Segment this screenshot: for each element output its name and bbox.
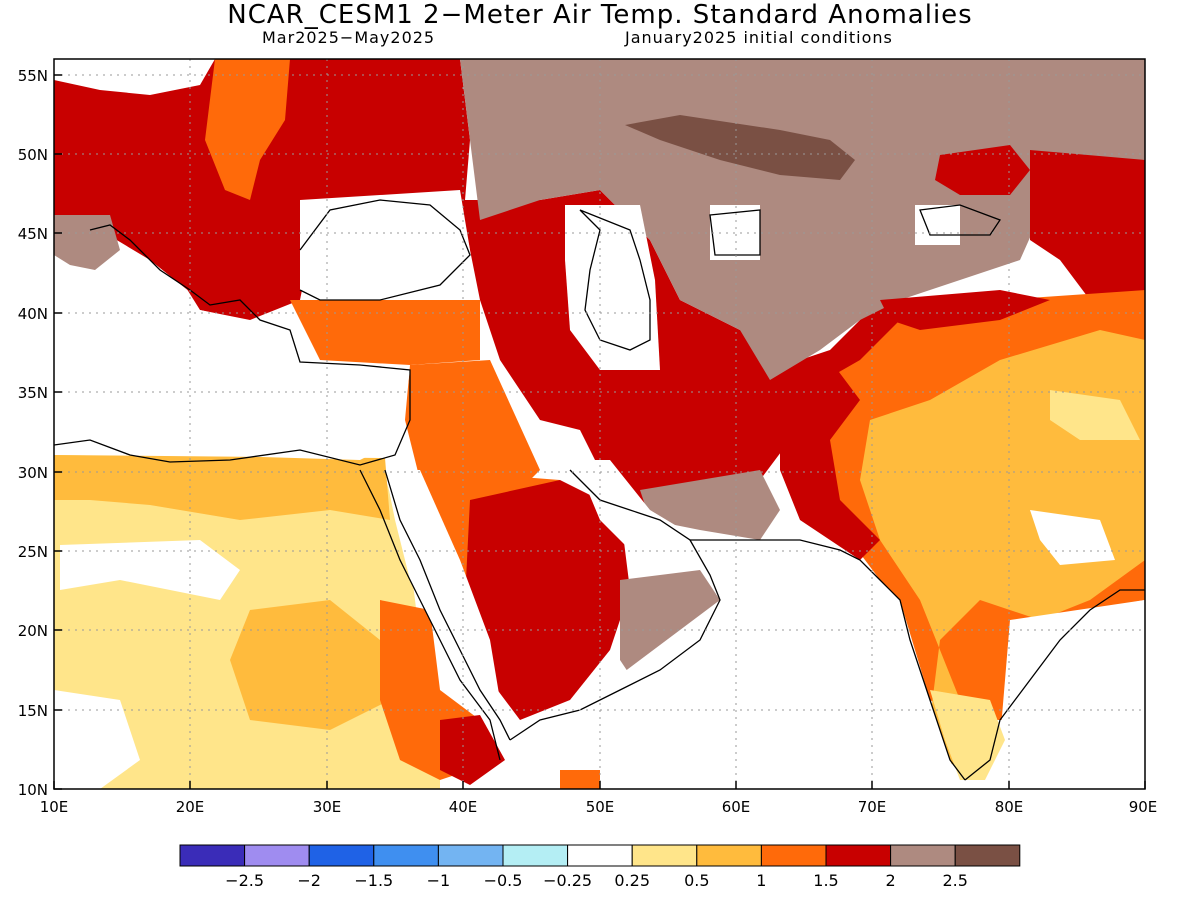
colorbar-swatch [954, 844, 1021, 867]
colorbar-swatch [437, 844, 504, 867]
anomaly-region-mediterranean-white [54, 290, 410, 460]
map-title: NCAR_CESM1 2−Meter Air Temp. Standard An… [227, 0, 973, 30]
x-tick-label: 70E [858, 798, 887, 816]
anomaly-region-gulf-brown [640, 470, 780, 540]
colorbar-swatch [244, 844, 310, 867]
colorbar-label: −2 [297, 871, 321, 890]
colorbar-swatch [567, 844, 633, 867]
anomaly-region-arabian-sea-white [560, 560, 960, 789]
anomaly-region-poland-orange [205, 59, 290, 200]
y-tick-label: 20N [18, 622, 48, 640]
anomaly-region-bengal-white [1030, 510, 1115, 565]
x-tick-label: 90E [1129, 798, 1158, 816]
y-tick-label: 45N [18, 225, 48, 243]
graticule [54, 59, 1145, 789]
colorbar-label: 1.5 [813, 871, 838, 890]
anomaly-region-africa-west-white [54, 690, 140, 789]
x-tick-label: 40E [449, 798, 478, 816]
anomaly-region-balkans-red [150, 230, 310, 320]
anomaly-region-balkhash-white [915, 205, 960, 245]
coastlines [54, 199, 1145, 781]
colorbar-swatch [631, 844, 698, 867]
anomaly-region-kazakhstan-darkbrown [625, 115, 855, 180]
anomaly-region-red-sea-white [385, 470, 500, 700]
colorbar-label: −2.5 [225, 871, 264, 890]
y-tick-label: 15N [18, 702, 48, 720]
anomaly-field [54, 59, 1145, 789]
y-tick-label: 10N [18, 781, 48, 799]
anomaly-region-india-south-yellow [930, 690, 1005, 780]
anomaly-region-india-yellow [860, 330, 1145, 770]
colorbar-swatch [890, 844, 956, 867]
x-tick-label: 80E [995, 798, 1024, 816]
anomaly-region-central-asia-brown [460, 59, 1145, 380]
colorbar [179, 844, 1021, 867]
initial-conditions: January2025 initial conditions [625, 28, 893, 47]
anomaly-region-sahara-white [60, 540, 240, 600]
anomaly-region-black-sea-white [300, 190, 470, 300]
anomaly-region-bay-white [1000, 600, 1145, 789]
colorbar-label: 0.5 [684, 871, 709, 890]
colorbar-swatch [825, 844, 892, 867]
tick-marks [53, 74, 1146, 790]
colorbar-swatch [308, 844, 375, 867]
colorbar-label: 0.25 [614, 871, 650, 890]
anomaly-region-mongolia-red [935, 145, 1030, 195]
colorbar-swatch [696, 844, 762, 867]
y-tick-label: 55N [18, 67, 48, 85]
colorbar-label: −0.25 [543, 871, 592, 890]
y-tick-label: 30N [18, 464, 48, 482]
anomaly-region-caspian-white [565, 205, 660, 370]
anomaly-region-gulf-aden-red [560, 770, 600, 789]
colorbar-labels: −2.5 −2 −1.5 −1 −0.5 −0.25 0.25 0.5 1 1.5 2 2.5 [225, 871, 968, 890]
anomaly-region-turkey-orange [290, 300, 480, 365]
anomaly-region-persian-gulf-white [575, 460, 700, 570]
anomaly-region-tibet-red [880, 290, 1050, 330]
x-tick-label: 30E [313, 798, 342, 816]
colorbar-swatch [179, 844, 246, 867]
x-tick-label: 20E [176, 798, 205, 816]
anomaly-region-china-red [1030, 150, 1145, 300]
y-tick-label: 50N [18, 146, 48, 164]
anomaly-region-pakistan-red [780, 360, 880, 560]
colorbar-label: 1 [756, 871, 766, 890]
anomaly-region-india-light [1050, 390, 1140, 440]
y-tick-label: 25N [18, 543, 48, 561]
anomaly-region-eritrea-darkred [440, 715, 505, 785]
x-axis-labels: 10E 20E 30E 40E 50E 60E 70E 80E 90E [40, 798, 1158, 816]
forecast-period: Mar2025−May2025 [262, 28, 436, 47]
colorbar-label: −1 [427, 871, 451, 890]
anomaly-region-sudan-orange [230, 600, 390, 730]
anomaly-region-italy-brown [54, 215, 120, 270]
x-tick-label: 10E [40, 798, 69, 816]
colorbar-label: 2 [886, 871, 896, 890]
colorbar-label: 2.5 [942, 871, 967, 890]
colorbar-label: −0.5 [484, 871, 523, 890]
colorbar-swatch [760, 844, 827, 867]
anomaly-region-arabia-red [465, 480, 630, 720]
y-tick-label: 35N [18, 384, 48, 402]
y-axis-labels: 10N 15N 20N 25N 30N 35N 40N 45N 50N 55N [18, 67, 48, 799]
y-tick-label: 40N [18, 305, 48, 323]
anomaly-region-n-africa-orange-light [54, 455, 390, 520]
x-tick-label: 60E [722, 798, 751, 816]
colorbar-label: −1.5 [354, 871, 393, 890]
anomaly-region-scandinavia-white [54, 59, 215, 95]
colorbar-swatch [502, 844, 569, 867]
x-tick-label: 50E [586, 798, 615, 816]
colorbar-swatch [373, 844, 439, 867]
